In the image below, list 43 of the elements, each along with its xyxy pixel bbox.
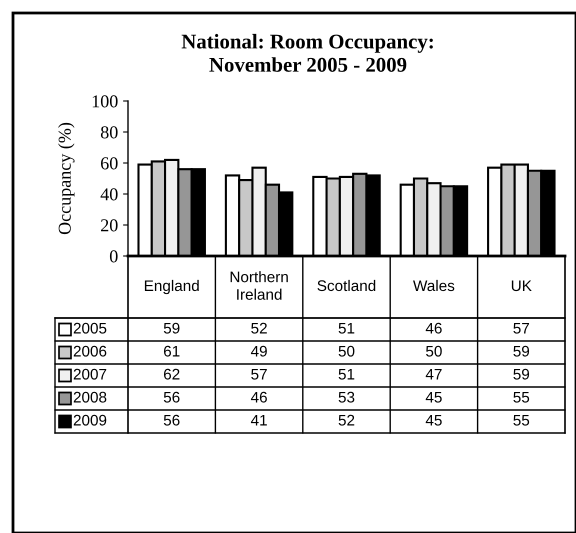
y-tick-label: 40	[100, 188, 118, 200]
y-tick-label: 20	[101, 219, 118, 232]
data-label: 52	[251, 322, 267, 334]
x-tick-label: Scotland	[317, 280, 376, 292]
x-tick-label: England	[144, 280, 199, 294]
y-tick-label: 0	[110, 250, 118, 262]
legend-label: 2007	[74, 368, 106, 380]
x-tick-label: UK	[512, 280, 532, 292]
y-tick-label: 60	[101, 157, 118, 170]
x-tick-label: Northern Ireland	[230, 271, 288, 300]
data-label: 41	[250, 414, 267, 426]
data-label: 55	[513, 414, 530, 426]
data-label: 57	[251, 368, 267, 380]
data-label: 46	[426, 322, 442, 334]
x-tick-label: Wales	[413, 280, 454, 292]
data-label: 51	[338, 322, 354, 334]
data-label: 52	[338, 414, 354, 426]
data-label: 45	[426, 414, 442, 426]
data-label: 62	[164, 368, 180, 380]
y-axis-title: Occupancy (%)	[58, 122, 75, 234]
data-label: 57	[513, 322, 530, 334]
data-label: 45	[426, 392, 442, 403]
data-label: 56	[164, 392, 180, 403]
legend-label: 2009	[74, 414, 106, 426]
legend-label: 2008	[74, 392, 106, 403]
data-label: 59	[164, 322, 180, 334]
data-label: 53	[338, 392, 354, 403]
data-label: 61	[164, 346, 180, 357]
y-tick-label: 100	[92, 95, 118, 108]
data-label: 47	[426, 368, 442, 380]
data-label: 55	[513, 392, 530, 403]
legend-label: 2006	[74, 346, 106, 357]
chart-title: National: Room Occupancy: November 2005 - 2009	[182, 34, 433, 72]
data-label: 59	[513, 346, 530, 357]
data-label: 50	[426, 346, 442, 357]
data-label: 51	[338, 368, 354, 380]
data-label: 59	[513, 368, 530, 380]
data-label: 56	[164, 414, 180, 426]
data-label: 49	[250, 346, 267, 357]
y-tick-label: 80	[100, 126, 118, 138]
legend-label: 2005	[74, 322, 106, 334]
data-label: 50	[338, 346, 354, 357]
data-label: 46	[250, 392, 267, 403]
